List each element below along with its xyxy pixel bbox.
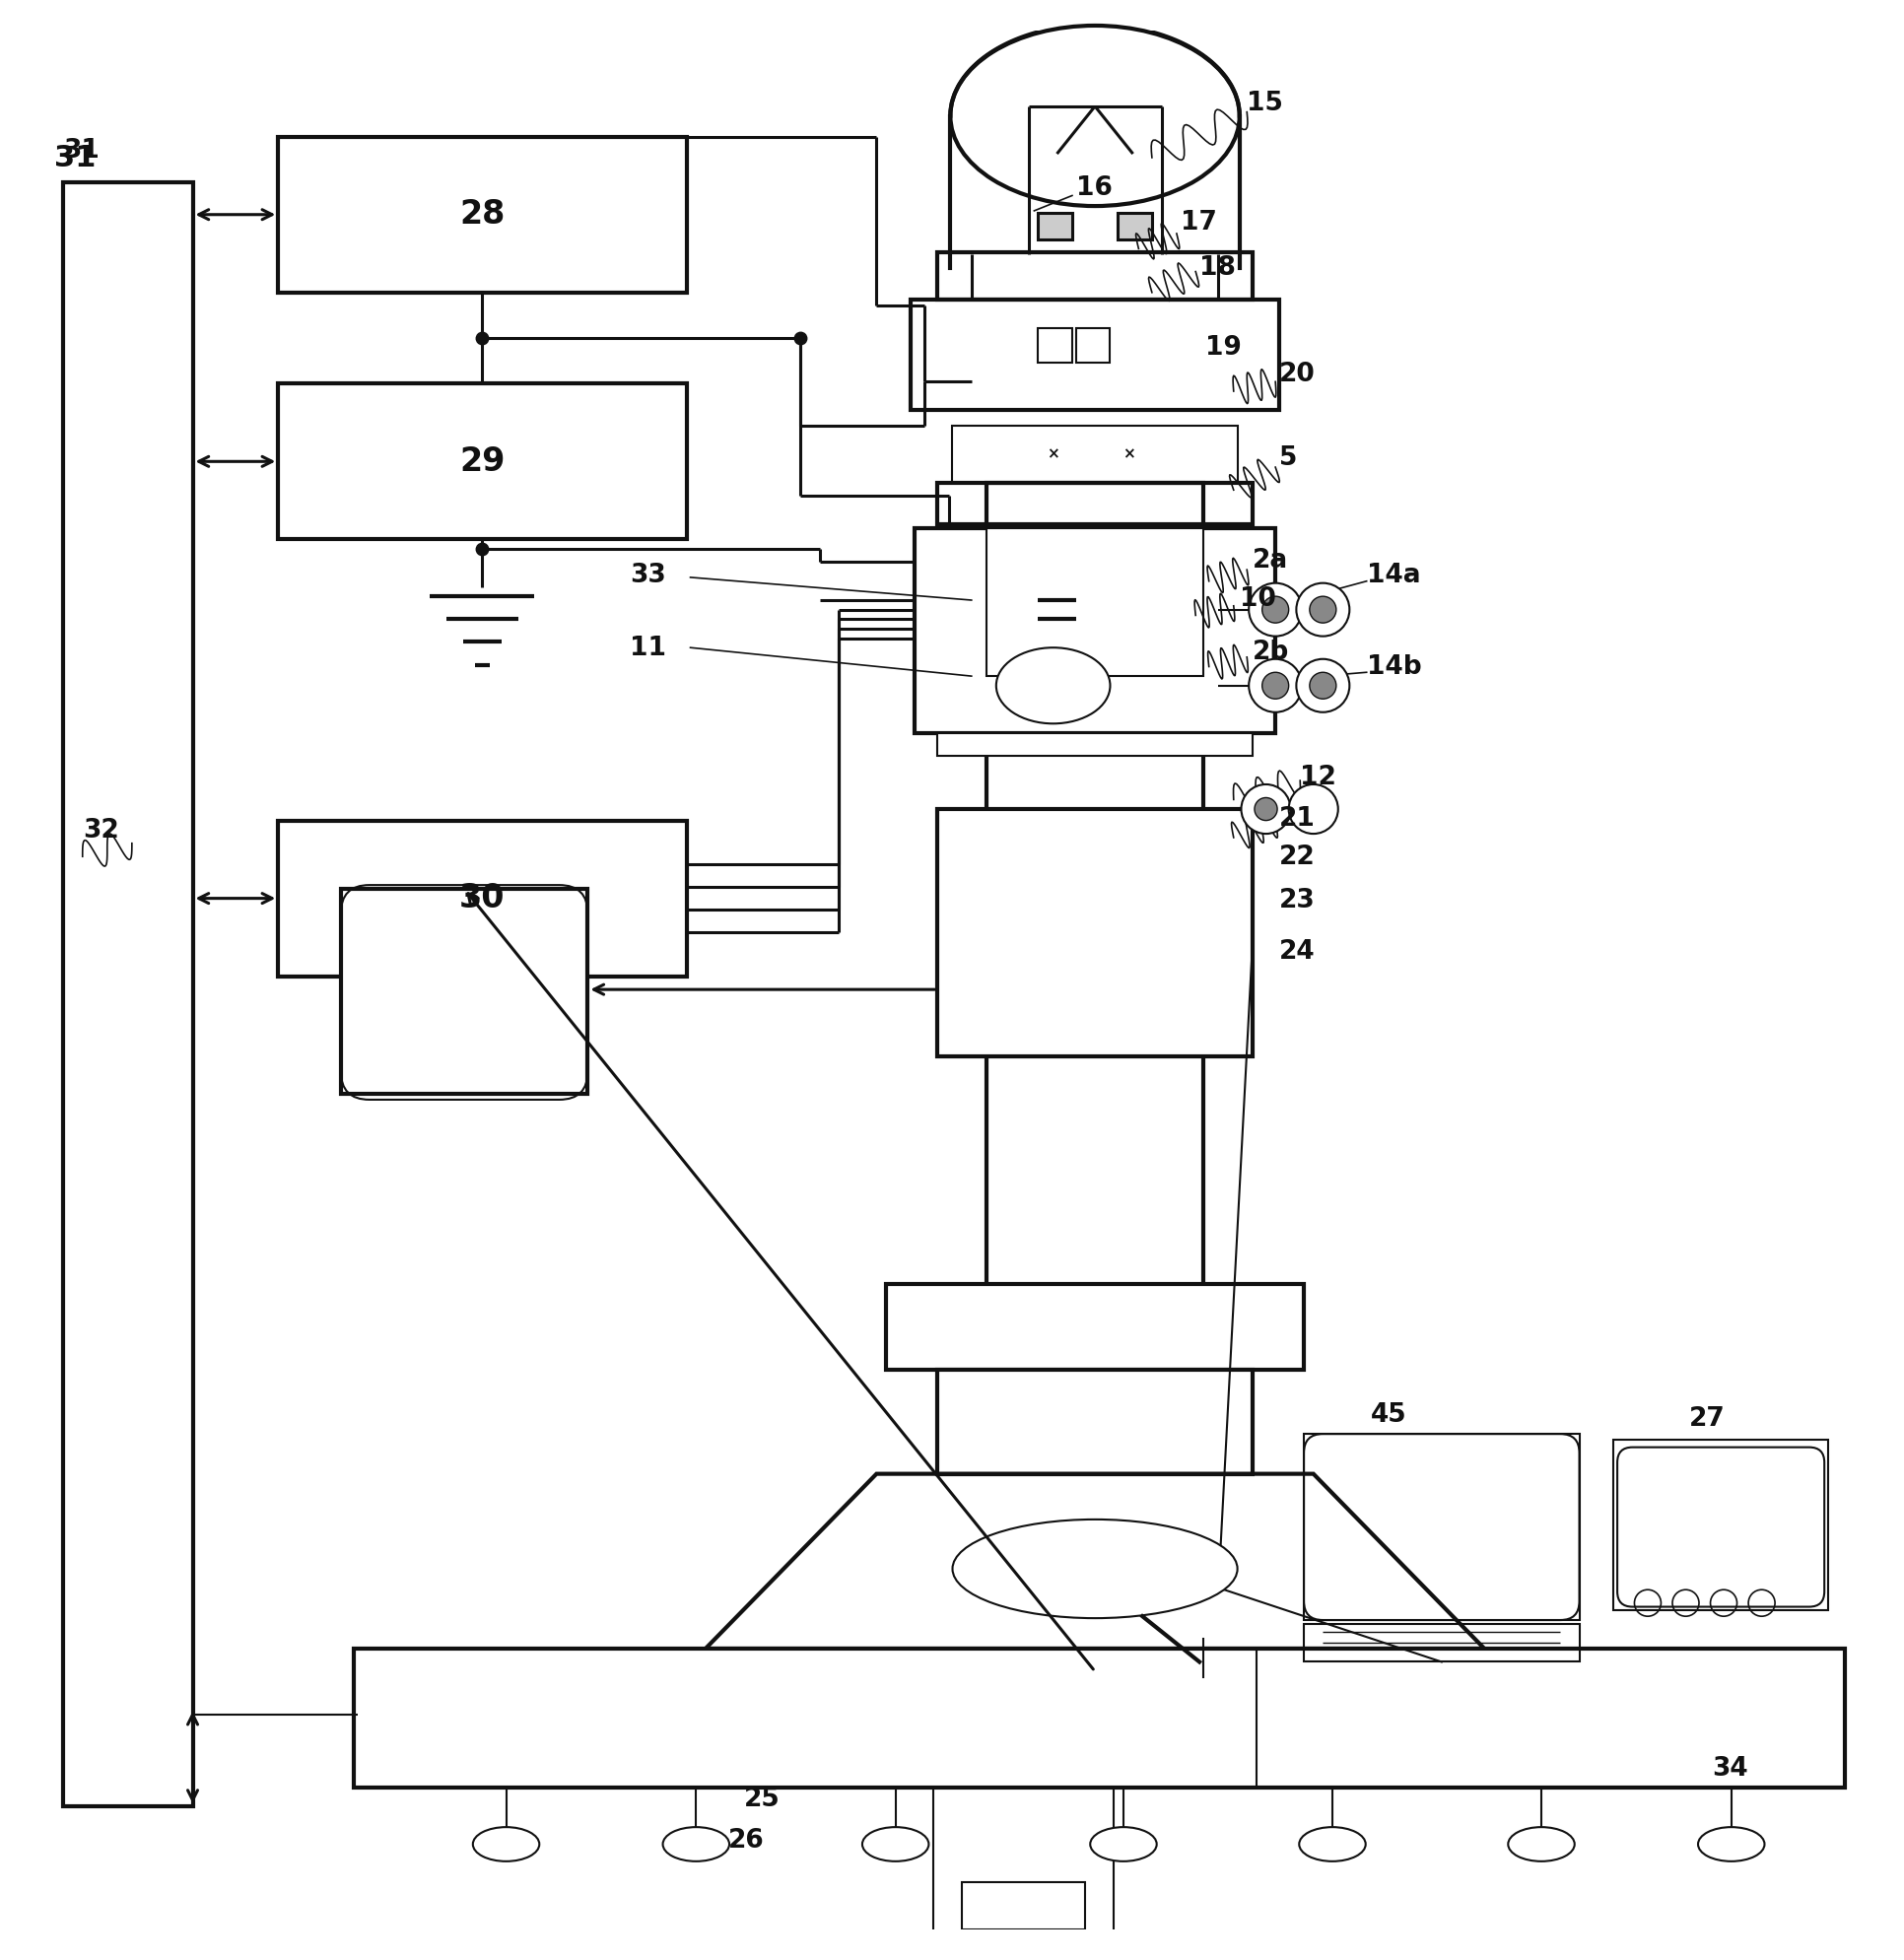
Bar — [63, 182, 192, 1807]
Bar — [341, 888, 588, 1094]
Text: ×: × — [1047, 447, 1059, 461]
Text: 12: 12 — [1299, 764, 1337, 790]
Bar — [885, 1284, 1302, 1370]
Text: 10: 10 — [1240, 586, 1276, 612]
Bar — [278, 137, 685, 292]
Text: 24: 24 — [1279, 939, 1314, 964]
Text: 20: 20 — [1279, 363, 1316, 388]
Bar — [1302, 1625, 1578, 1662]
Text: 17: 17 — [1180, 210, 1217, 235]
Bar — [1076, 329, 1110, 363]
Bar — [937, 809, 1253, 1056]
Ellipse shape — [663, 1827, 729, 1862]
Text: 33: 33 — [628, 563, 666, 588]
Bar — [986, 527, 1203, 676]
Bar — [933, 1788, 1114, 1948]
Text: 34: 34 — [1712, 1756, 1748, 1782]
Circle shape — [1287, 784, 1337, 833]
Text: 28: 28 — [459, 198, 505, 231]
Bar — [986, 482, 1203, 1341]
Circle shape — [1262, 672, 1287, 700]
Text: 31: 31 — [53, 145, 95, 172]
Circle shape — [1249, 659, 1300, 711]
Text: 2a: 2a — [1253, 549, 1287, 574]
Ellipse shape — [1696, 1827, 1763, 1862]
Circle shape — [1308, 596, 1335, 623]
Bar — [1613, 1441, 1828, 1611]
Bar — [962, 1882, 1085, 1931]
Text: 25: 25 — [743, 1786, 779, 1811]
Ellipse shape — [1089, 1827, 1156, 1862]
Text: 31: 31 — [63, 137, 99, 163]
Circle shape — [1295, 582, 1348, 637]
Circle shape — [1262, 596, 1287, 623]
Text: 14b: 14b — [1365, 655, 1420, 680]
Bar — [1038, 214, 1072, 239]
Text: 16: 16 — [1076, 176, 1112, 202]
Bar — [910, 300, 1279, 410]
Circle shape — [1241, 784, 1289, 833]
Text: 29: 29 — [459, 445, 505, 478]
Ellipse shape — [996, 647, 1110, 723]
Text: 27: 27 — [1689, 1407, 1725, 1433]
Bar — [278, 821, 685, 976]
Text: 21: 21 — [1279, 806, 1316, 831]
Text: 15: 15 — [1247, 90, 1283, 116]
Text: 5: 5 — [1279, 445, 1297, 470]
Bar — [937, 733, 1253, 757]
Bar — [354, 1648, 1845, 1788]
Circle shape — [1295, 659, 1348, 711]
Bar — [937, 1370, 1253, 1474]
Circle shape — [1255, 798, 1278, 821]
Text: 2b: 2b — [1253, 639, 1289, 664]
Text: 32: 32 — [82, 817, 118, 843]
Text: 22: 22 — [1279, 845, 1316, 870]
Ellipse shape — [1299, 1827, 1365, 1862]
Text: ×: × — [1121, 447, 1135, 461]
Bar — [937, 843, 1253, 866]
Text: 45: 45 — [1369, 1403, 1405, 1429]
Text: 26: 26 — [727, 1829, 764, 1854]
Bar — [1257, 1648, 1845, 1788]
Text: 23: 23 — [1279, 888, 1316, 913]
Bar — [1302, 1435, 1578, 1621]
Ellipse shape — [952, 1519, 1238, 1619]
Ellipse shape — [863, 1827, 929, 1862]
Ellipse shape — [1508, 1827, 1575, 1862]
Text: 19: 19 — [1205, 335, 1241, 361]
Text: 11: 11 — [628, 635, 666, 661]
Bar — [1038, 329, 1072, 363]
Circle shape — [1308, 672, 1335, 700]
Ellipse shape — [472, 1827, 539, 1862]
Text: 18: 18 — [1200, 255, 1236, 280]
Text: 14a: 14a — [1365, 563, 1420, 588]
Bar — [937, 253, 1253, 300]
Text: 30: 30 — [459, 882, 505, 915]
Bar — [1118, 214, 1152, 239]
Circle shape — [1249, 582, 1300, 637]
Bar — [278, 384, 685, 539]
Bar — [937, 482, 1253, 523]
Bar — [914, 527, 1276, 733]
Bar — [952, 425, 1238, 482]
